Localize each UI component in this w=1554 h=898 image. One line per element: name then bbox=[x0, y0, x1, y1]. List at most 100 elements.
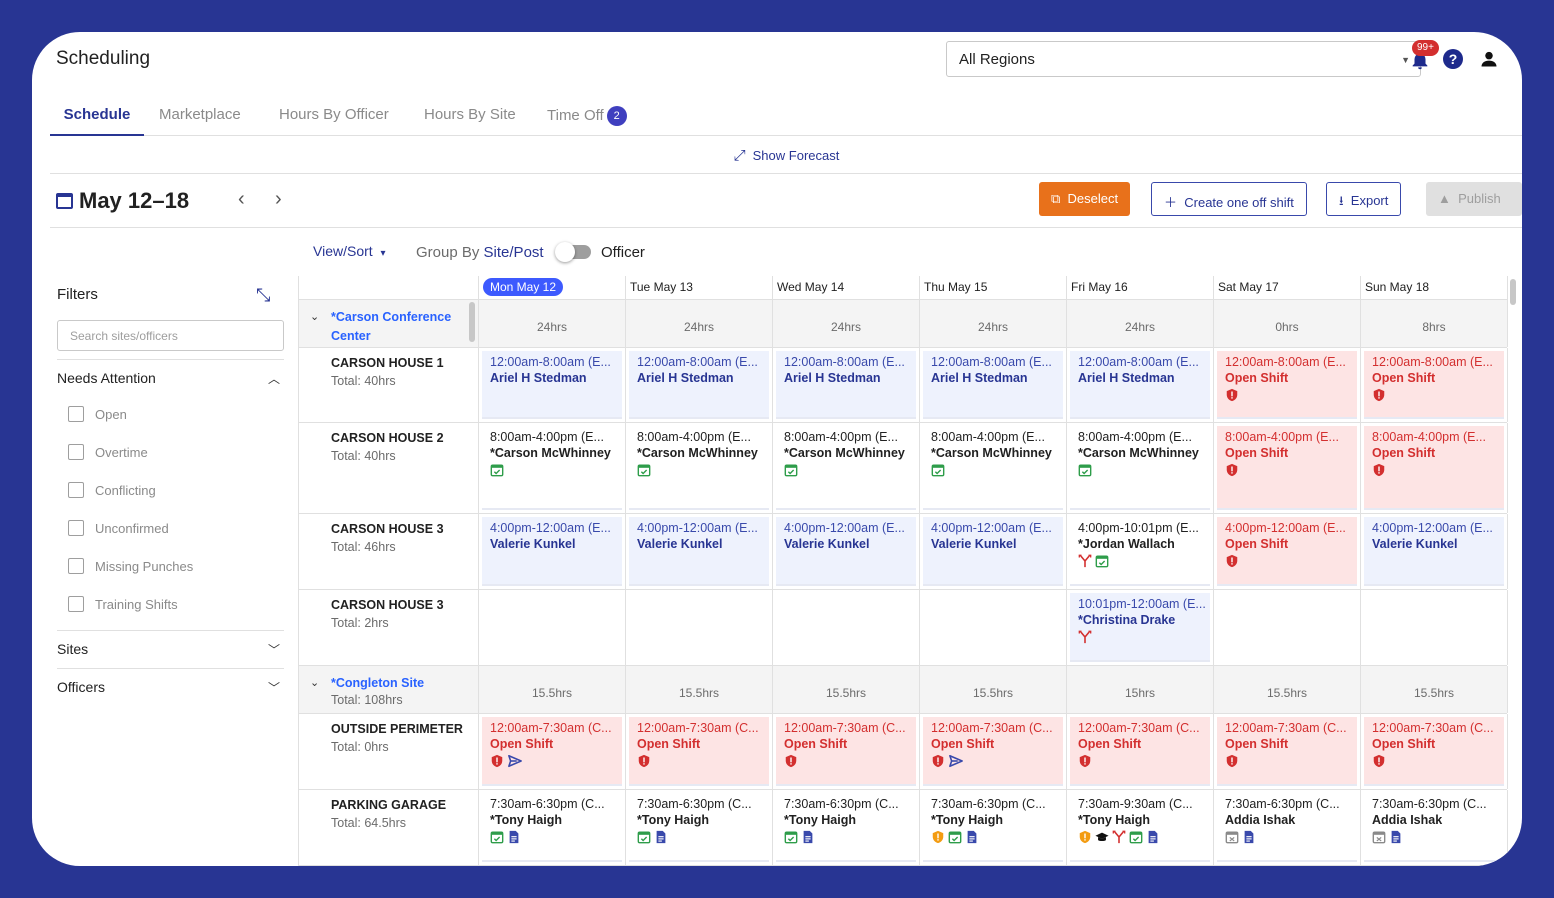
filter-conflicting-checkbox[interactable]: Conflicting bbox=[68, 482, 156, 498]
schedule-cell[interactable]: 8:00am-4:00pm (E... *Carson McWhinney bbox=[1067, 423, 1214, 513]
schedule-cell[interactable]: 8:00am-4:00pm (E... Open Shift bbox=[1214, 423, 1361, 513]
day-header[interactable]: Wed May 14 bbox=[773, 276, 920, 300]
site-label[interactable]: ⌄ *Carson Conference Center bbox=[299, 300, 479, 347]
schedule-cell[interactable]: 4:00pm-10:01pm (E... *Jordan Wallach bbox=[1067, 514, 1214, 589]
shift-card[interactable]: 8:00am-4:00pm (E... *Carson McWhinney bbox=[1070, 426, 1210, 510]
shift-card[interactable]: 8:00am-4:00pm (E... *Carson McWhinney bbox=[923, 426, 1063, 510]
shift-card[interactable]: 4:00pm-12:00am (E... Open Shift bbox=[1217, 517, 1357, 586]
day-header[interactable]: Fri May 16 bbox=[1067, 276, 1214, 300]
schedule-cell[interactable] bbox=[773, 590, 920, 665]
day-header[interactable]: Tue May 13 bbox=[626, 276, 773, 300]
schedule-cell[interactable]: 7:30am-6:30pm (C... *Tony Haigh bbox=[479, 790, 626, 865]
schedule-cell[interactable]: 7:30am-6:30pm (C... *Tony Haigh bbox=[626, 790, 773, 865]
shift-card[interactable]: 4:00pm-10:01pm (E... *Jordan Wallach bbox=[1070, 517, 1210, 586]
schedule-cell[interactable]: 8:00am-4:00pm (E... *Carson McWhinney bbox=[479, 423, 626, 513]
schedule-cell[interactable] bbox=[479, 590, 626, 665]
shift-card[interactable]: 4:00pm-12:00am (E... Valerie Kunkel bbox=[629, 517, 769, 586]
shift-card[interactable]: 8:00am-4:00pm (E... Open Shift bbox=[1364, 426, 1504, 510]
schedule-cell[interactable] bbox=[626, 590, 773, 665]
group-by-site-post[interactable]: Site/Post bbox=[483, 244, 544, 261]
shift-card[interactable]: 12:00am-8:00am (E... Ariel H Stedman bbox=[1070, 351, 1210, 419]
shift-card[interactable]: 12:00am-8:00am (E... Open Shift bbox=[1217, 351, 1357, 419]
shift-card[interactable]: 12:00am-7:30am (C... Open Shift bbox=[776, 717, 916, 786]
schedule-cell[interactable]: 12:00am-7:30am (C... Open Shift bbox=[479, 714, 626, 789]
group-by-toggle[interactable] bbox=[555, 242, 591, 262]
shift-card[interactable]: 12:00am-7:30am (C... Open Shift bbox=[482, 717, 622, 786]
shift-card[interactable]: 4:00pm-12:00am (E... Valerie Kunkel bbox=[776, 517, 916, 586]
schedule-cell[interactable]: 7:30am-6:30pm (C... *Tony Haigh bbox=[920, 790, 1067, 865]
tab-marketplace[interactable]: Marketplace bbox=[159, 106, 241, 123]
schedule-cell[interactable] bbox=[920, 590, 1067, 665]
shift-card[interactable]: 7:30am-6:30pm (C... *Tony Haigh bbox=[629, 793, 769, 862]
tab-hours-by-site[interactable]: Hours By Site bbox=[424, 106, 516, 123]
tab-schedule[interactable]: Schedule bbox=[50, 98, 144, 136]
shift-card[interactable]: 7:30am-6:30pm (C... Addia Ishak bbox=[1364, 793, 1504, 862]
shift-card[interactable]: 12:00am-8:00am (E... Ariel H Stedman bbox=[629, 351, 769, 419]
day-header[interactable]: Thu May 15 bbox=[920, 276, 1067, 300]
schedule-cell[interactable]: 7:30am-9:30am (C... *Tony Haigh bbox=[1067, 790, 1214, 865]
shift-card[interactable]: 8:00am-4:00pm (E... *Carson McWhinney bbox=[629, 426, 769, 510]
filter-search-input[interactable]: Search sites/officers bbox=[57, 320, 284, 351]
site-name[interactable]: *Congleton Site bbox=[331, 676, 425, 690]
site-name[interactable]: *Carson Conference Center bbox=[331, 310, 452, 343]
region-select[interactable]: All Regions ▼ bbox=[946, 41, 1421, 77]
group-by-officer[interactable]: Officer bbox=[601, 244, 645, 261]
filter-overtime-checkbox[interactable]: Overtime bbox=[68, 444, 148, 460]
shift-card[interactable]: 12:00am-7:30am (C... Open Shift bbox=[1070, 717, 1210, 786]
shift-card[interactable]: 8:00am-4:00pm (E... *Carson McWhinney bbox=[776, 426, 916, 510]
shift-card[interactable]: 12:00am-8:00am (E... Ariel H Stedman bbox=[776, 351, 916, 419]
schedule-cell[interactable]: 12:00am-7:30am (C... Open Shift bbox=[1067, 714, 1214, 789]
schedule-cell[interactable]: 12:00am-8:00am (E... Ariel H Stedman bbox=[626, 348, 773, 422]
schedule-cell[interactable]: 12:00am-7:30am (C... Open Shift bbox=[626, 714, 773, 789]
account-icon[interactable] bbox=[1479, 49, 1499, 69]
sites-section[interactable]: Sites ﹀ bbox=[57, 630, 284, 668]
schedule-cell[interactable]: 4:00pm-12:00am (E... Open Shift bbox=[1214, 514, 1361, 589]
shift-card[interactable]: 8:00am-4:00pm (E... Open Shift bbox=[1217, 426, 1357, 510]
filter-training-shifts-checkbox[interactable]: Training Shifts bbox=[68, 596, 178, 612]
tab-time-off[interactable]: Time Off 2 bbox=[547, 98, 627, 136]
next-week-button[interactable]: › bbox=[275, 188, 282, 210]
export-button[interactable]: ⭳ Export bbox=[1326, 182, 1402, 216]
shift-card[interactable]: 12:00am-8:00am (E... Open Shift bbox=[1364, 351, 1504, 419]
schedule-cell[interactable]: 12:00am-7:30am (C... Open Shift bbox=[1361, 714, 1508, 789]
shift-card[interactable]: 4:00pm-12:00am (E... Valerie Kunkel bbox=[482, 517, 622, 586]
shift-card[interactable]: 12:00am-7:30am (C... Open Shift bbox=[629, 717, 769, 786]
day-header[interactable]: Sun May 18 bbox=[1361, 276, 1508, 300]
schedule-cell[interactable]: 12:00am-7:30am (C... Open Shift bbox=[773, 714, 920, 789]
deselect-button[interactable]: ⧉ Deselect bbox=[1039, 182, 1131, 216]
schedule-cell[interactable]: 8:00am-4:00pm (E... *Carson McWhinney bbox=[920, 423, 1067, 513]
schedule-cell[interactable]: 8:00am-4:00pm (E... *Carson McWhinney bbox=[626, 423, 773, 513]
help-icon[interactable]: ? bbox=[1443, 49, 1463, 69]
schedule-cell[interactable]: 10:01pm-12:00am (E... *Christina Drake bbox=[1067, 590, 1214, 665]
schedule-cell[interactable]: 12:00am-8:00am (E... Ariel H Stedman bbox=[1067, 348, 1214, 422]
schedule-cell[interactable]: 4:00pm-12:00am (E... Valerie Kunkel bbox=[479, 514, 626, 589]
day-header[interactable]: Sat May 17 bbox=[1214, 276, 1361, 300]
schedule-cell[interactable]: 7:30am-6:30pm (C... Addia Ishak bbox=[1361, 790, 1508, 865]
sidebar-scrollbar[interactable] bbox=[469, 302, 475, 342]
chevron-down-icon[interactable]: ⌄ bbox=[310, 677, 320, 689]
day-header[interactable]: Mon May 12 bbox=[479, 276, 626, 300]
grid-scrollbar[interactable] bbox=[1510, 279, 1516, 305]
schedule-cell[interactable] bbox=[1361, 590, 1508, 665]
schedule-cell[interactable]: 12:00am-8:00am (E... Open Shift bbox=[1214, 348, 1361, 422]
previous-week-button[interactable]: ‹ bbox=[238, 188, 245, 210]
show-forecast-link[interactable]: ⤢ Show Forecast bbox=[50, 136, 1522, 174]
shift-card[interactable]: 12:00am-7:30am (C... Open Shift bbox=[1217, 717, 1357, 786]
shift-card[interactable]: 7:30am-6:30pm (C... Addia Ishak bbox=[1217, 793, 1357, 862]
chevron-down-icon[interactable]: ⌄ bbox=[310, 311, 320, 323]
schedule-cell[interactable]: 12:00am-8:00am (E... Ariel H Stedman bbox=[479, 348, 626, 422]
create-one-off-shift-button[interactable]: ＋ Create one off shift bbox=[1151, 182, 1307, 216]
publish-button[interactable]: ▲ Publish bbox=[1426, 182, 1522, 216]
schedule-cell[interactable]: 7:30am-6:30pm (C... Addia Ishak bbox=[1214, 790, 1361, 865]
shift-card[interactable]: 12:00am-7:30am (C... Open Shift bbox=[1364, 717, 1504, 786]
view-sort-menu[interactable]: View/Sort ▾ bbox=[313, 243, 386, 259]
officers-section[interactable]: Officers ﹀ bbox=[57, 668, 284, 706]
schedule-cell[interactable]: 12:00am-8:00am (E... Open Shift bbox=[1361, 348, 1508, 422]
schedule-cell[interactable]: 12:00am-8:00am (E... Ariel H Stedman bbox=[773, 348, 920, 422]
schedule-cell[interactable]: 4:00pm-12:00am (E... Valerie Kunkel bbox=[1361, 514, 1508, 589]
shift-card[interactable]: 4:00pm-12:00am (E... Valerie Kunkel bbox=[1364, 517, 1504, 586]
filter-missing-punches-checkbox[interactable]: Missing Punches bbox=[68, 558, 193, 574]
schedule-cell[interactable]: 12:00am-8:00am (E... Ariel H Stedman bbox=[920, 348, 1067, 422]
schedule-cell[interactable]: 7:30am-6:30pm (C... *Tony Haigh bbox=[773, 790, 920, 865]
schedule-cell[interactable] bbox=[1214, 590, 1361, 665]
